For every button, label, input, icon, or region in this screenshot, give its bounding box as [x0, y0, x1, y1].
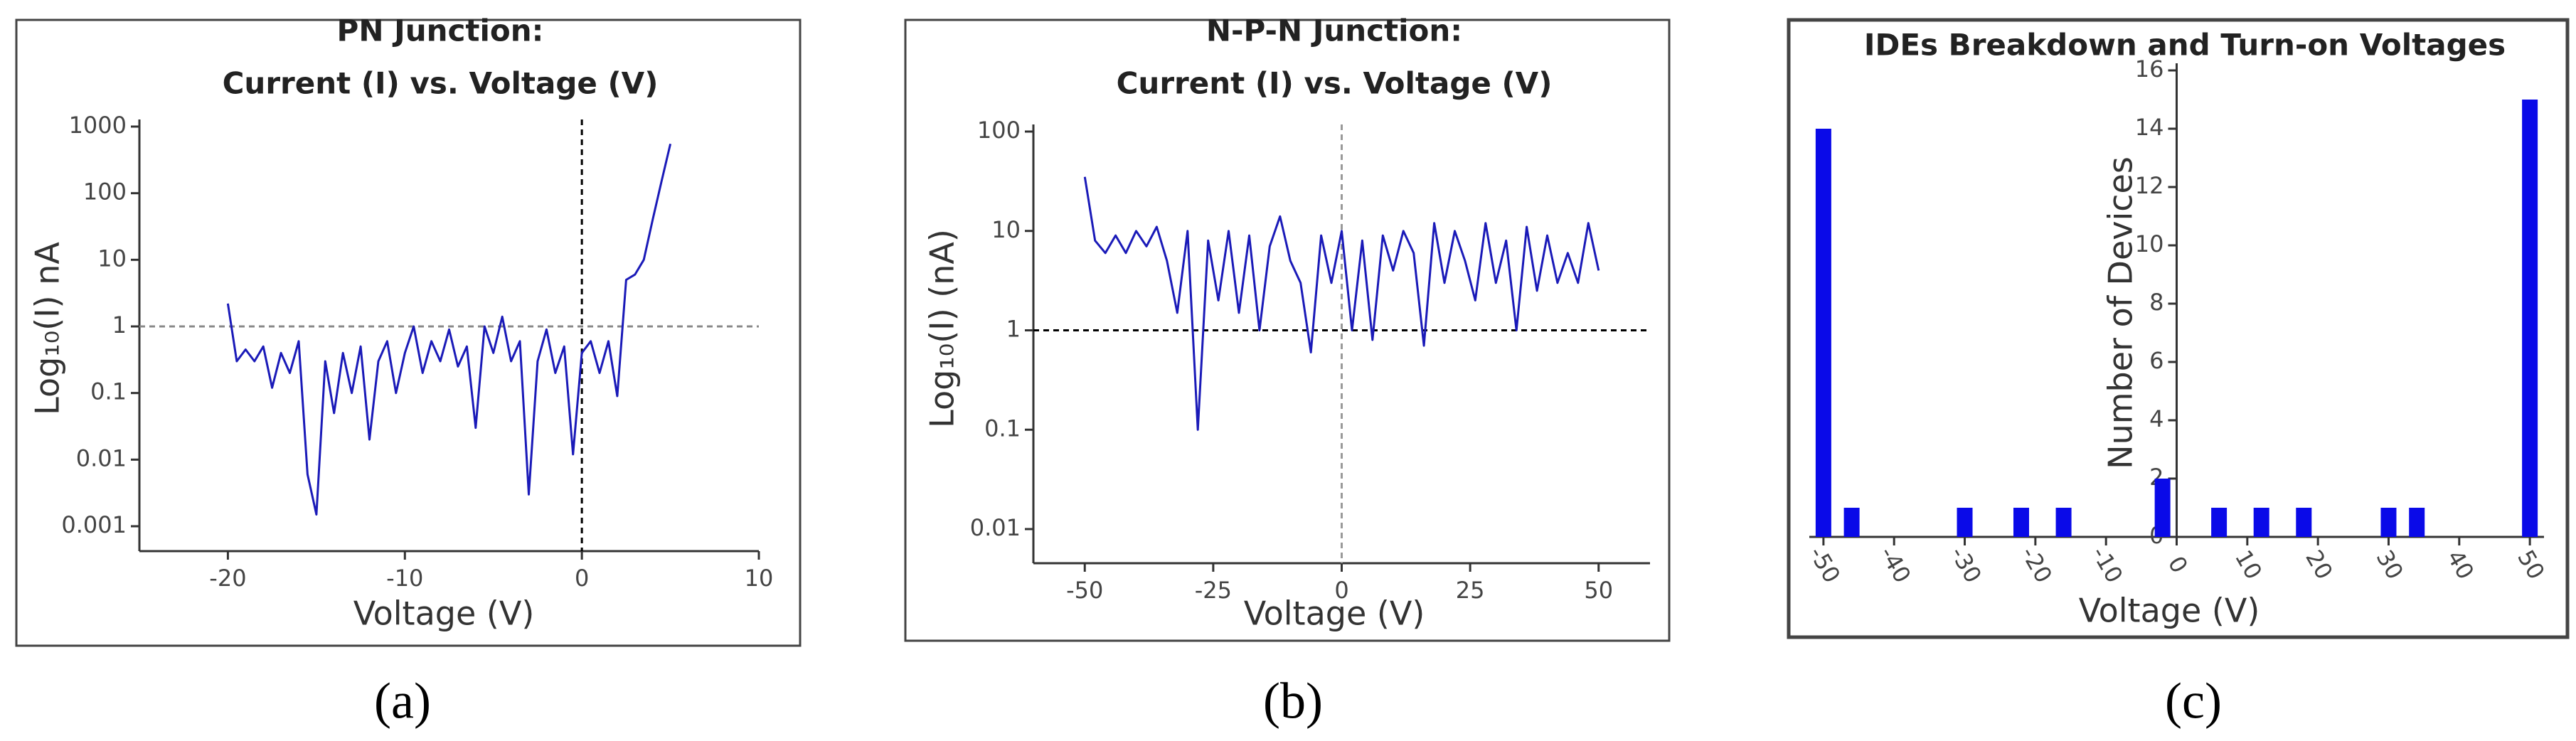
y-tick-label: 10: [97, 245, 127, 272]
y-tick-label: 100: [83, 178, 127, 206]
y-axis-label: Number of Devices: [2102, 156, 2140, 469]
x-tick-label: -10: [386, 565, 423, 592]
chart-title: PN Junction:: [337, 14, 544, 48]
bar: [2211, 508, 2228, 537]
x-tick-label: 10: [745, 565, 774, 592]
bar: [1843, 508, 1860, 537]
y-tick-label: 8: [2149, 289, 2163, 316]
y-tick-label: 12: [2135, 172, 2164, 199]
bar: [1957, 508, 1973, 537]
chart-title: Current (I) vs. Voltage (V): [223, 66, 659, 101]
y-axis-label: Log₁₀(I) nA: [28, 242, 67, 415]
x-tick-label: -50: [1804, 542, 1846, 587]
y-tick-label: 10: [2135, 230, 2164, 257]
data-line: [1083, 176, 1600, 431]
x-axis-label: Voltage (V): [1244, 595, 1425, 633]
y-axis-label: Log₁₀(I) (nA): [923, 229, 962, 428]
y-tick-label: 1: [112, 311, 127, 338]
bar: [2013, 508, 2029, 537]
y-tick-label: 1: [1006, 316, 1021, 343]
bar: [2380, 508, 2397, 537]
bar: [2522, 100, 2538, 537]
x-tick-label: 50: [1584, 577, 1613, 604]
y-tick-label: 100: [977, 117, 1021, 144]
y-tick-label: 0.01: [970, 514, 1021, 541]
x-axis-label: Voltage (V): [2079, 592, 2260, 630]
x-tick-label: 0: [2163, 552, 2193, 578]
bar: [1815, 129, 1831, 537]
x-tick-label: 40: [2442, 545, 2479, 584]
y-tick-label: 0.1: [90, 378, 127, 405]
x-tick-label: 0: [575, 565, 589, 592]
y-tick-label: 16: [2135, 55, 2164, 82]
y-tick-label: 0.1: [984, 415, 1021, 442]
x-tick-label: 20: [2300, 545, 2338, 584]
data-line: [226, 143, 672, 516]
x-tick-label: -40: [1874, 542, 1916, 587]
y-tick-label: 6: [2149, 347, 2163, 374]
panel-label: (a): [374, 673, 431, 730]
bar: [2253, 508, 2269, 537]
x-tick-label: 0: [1334, 577, 1348, 604]
x-tick-label: -30: [1945, 542, 1987, 587]
y-tick-label: 10: [991, 216, 1021, 243]
bar: [2409, 508, 2425, 537]
x-axis-label: Voltage (V): [353, 595, 535, 633]
y-tick-label: 0.01: [76, 444, 127, 471]
y-tick-label: 0.001: [61, 511, 127, 538]
panel-label: (b): [1263, 673, 1323, 730]
chart-title: N-P-N Junction:: [1206, 14, 1462, 48]
x-tick-label: -25: [1195, 577, 1232, 604]
x-tick-label: -20: [2016, 542, 2058, 587]
y-tick-label: 1000: [69, 112, 127, 139]
y-tick-label: 4: [2149, 405, 2163, 432]
bar: [2154, 479, 2171, 537]
chart-title: Current (I) vs. Voltage (V): [1117, 66, 1553, 101]
x-tick-label: -10: [2086, 542, 2128, 587]
x-tick-label: -50: [1066, 577, 1103, 604]
x-tick-label: 25: [1456, 577, 1485, 604]
y-tick-label: 14: [2135, 114, 2164, 141]
x-tick-label: -20: [209, 565, 246, 592]
panel-frame: [904, 18, 1671, 642]
panel-frame: [1787, 18, 2570, 639]
bar: [2055, 508, 2072, 537]
bar: [2296, 508, 2312, 537]
chart-title: IDEs Breakdown and Turn-on Voltages: [1864, 28, 2506, 63]
panel-frame: [15, 18, 802, 647]
x-tick-label: 10: [2230, 545, 2267, 584]
x-tick-label: 50: [2512, 545, 2550, 584]
panel-label: (c): [2165, 673, 2222, 730]
x-tick-label: 30: [2371, 545, 2409, 584]
